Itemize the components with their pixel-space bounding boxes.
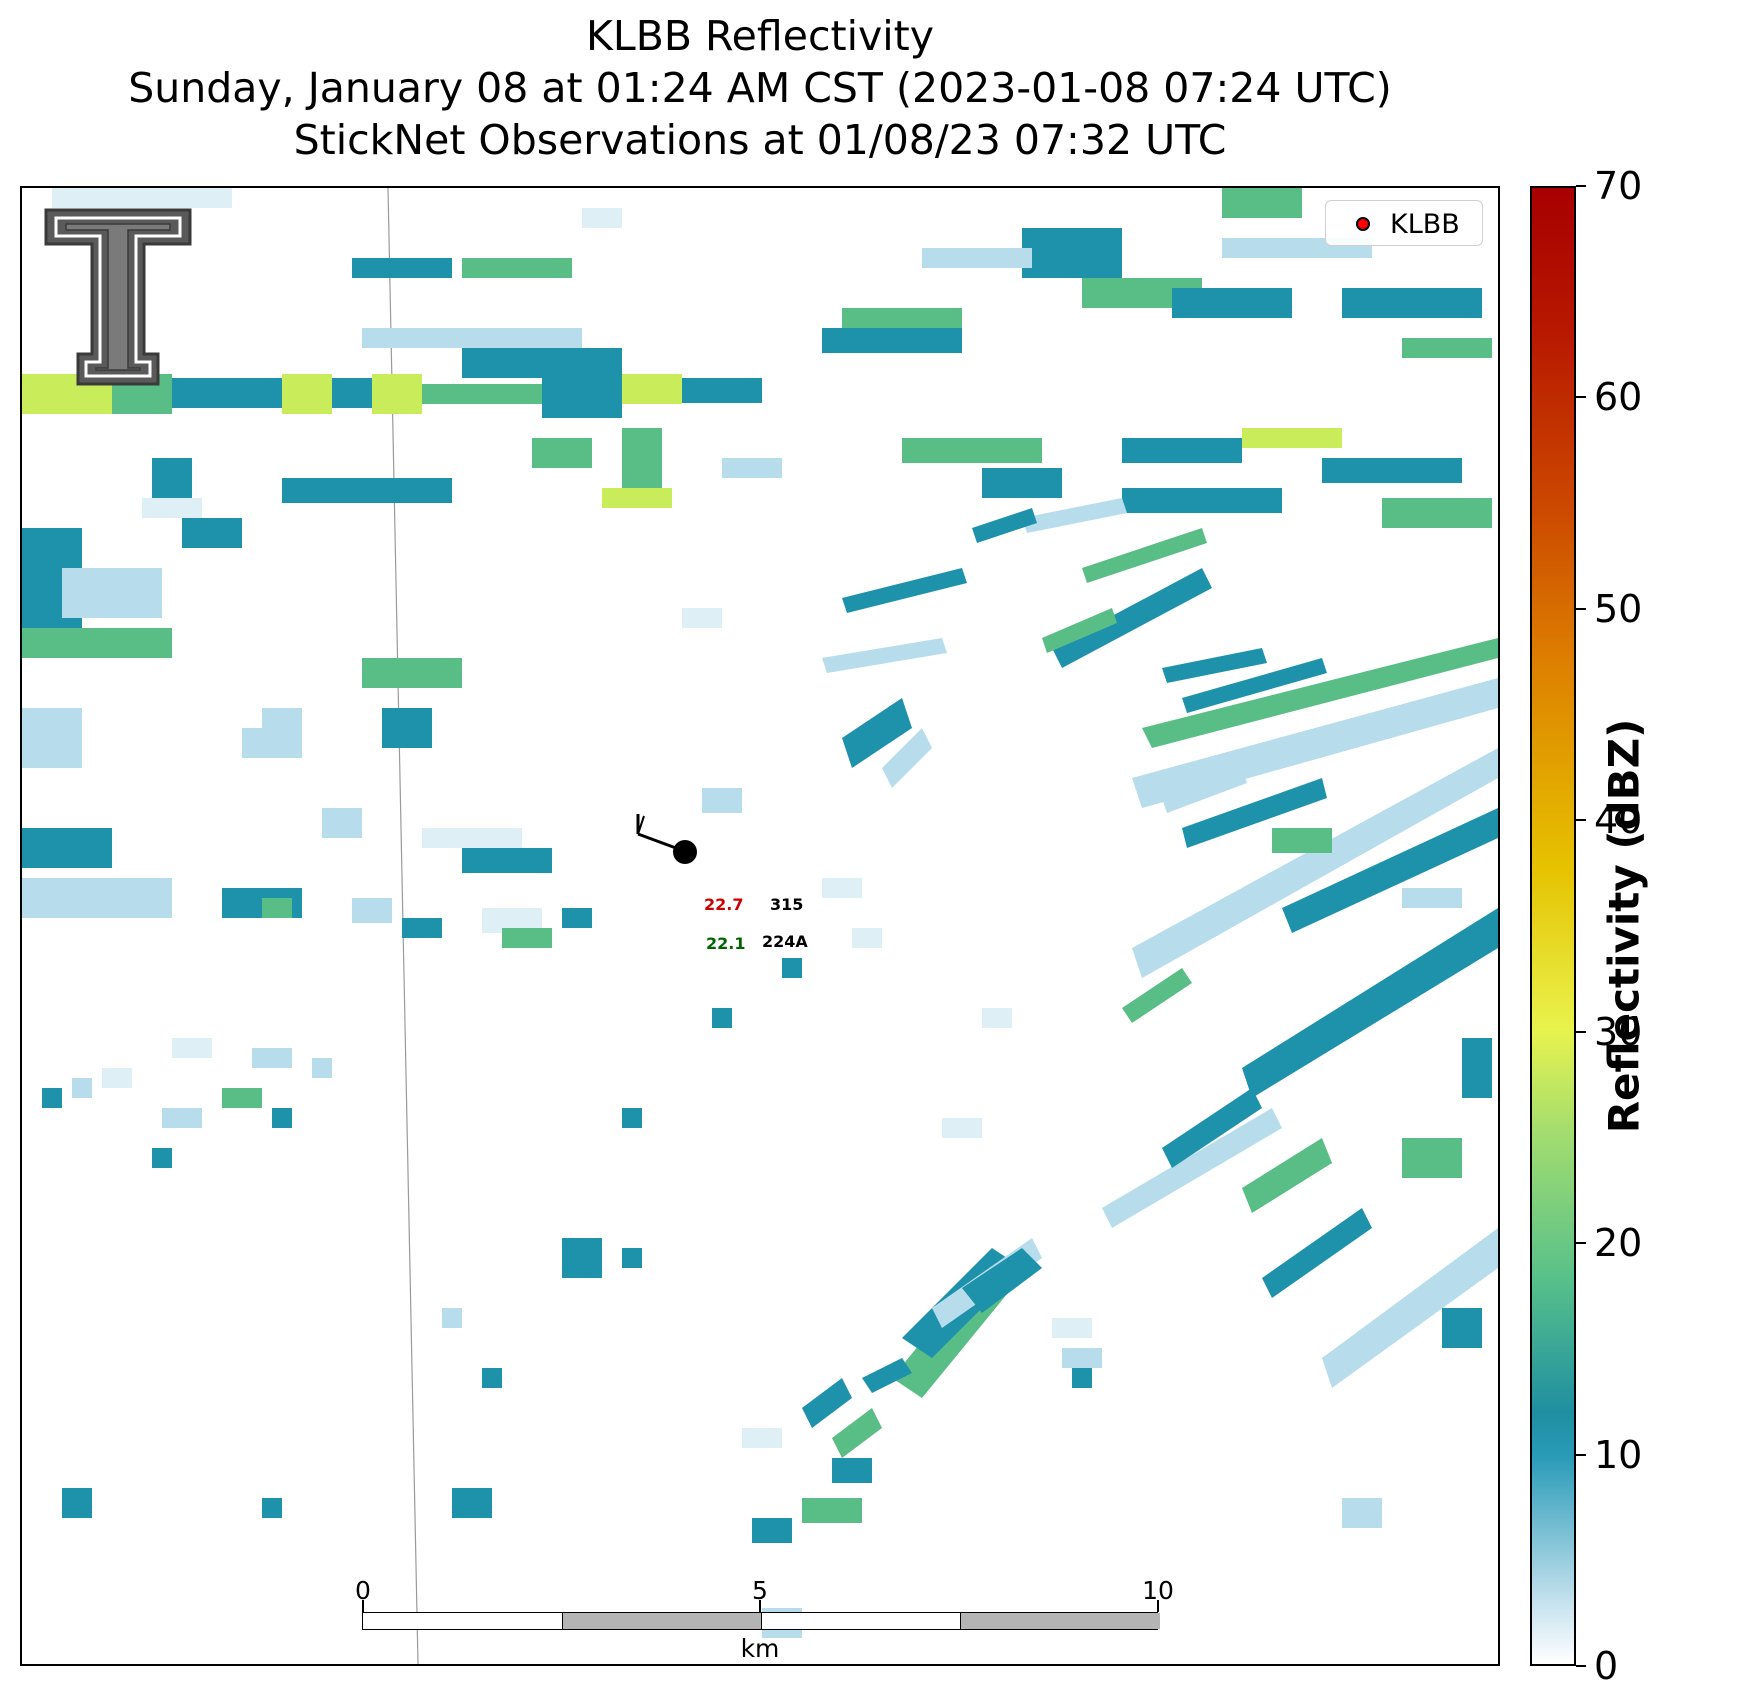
station-marker — [673, 840, 697, 864]
echo-scatter-light — [52, 188, 1092, 1448]
colorbar-tick-label: 70 — [1594, 164, 1643, 208]
texas-tech-logo-icon — [44, 208, 192, 386]
scale-bar — [362, 1612, 1160, 1630]
map-title: KLBB Reflectivity Sunday, January 08 at … — [20, 10, 1500, 166]
echo-cluster-upper — [22, 188, 1492, 918]
sticknet-station[interactable] — [636, 814, 697, 864]
map-legend: KLBB — [1325, 200, 1483, 246]
station-id: 224A — [762, 932, 808, 951]
scale-label-10: 10 — [1142, 1576, 1174, 1605]
colorbar-tick — [1576, 396, 1586, 399]
colorbar-tick — [1576, 607, 1586, 610]
radar-map[interactable] — [20, 186, 1500, 1666]
colorbar-tick — [1576, 1242, 1586, 1245]
colorbar-tick — [1576, 819, 1586, 822]
colorbar-tick-label: 10 — [1594, 1432, 1643, 1477]
scale-label-0: 0 — [355, 1576, 371, 1605]
colorbar-tick — [1576, 1665, 1586, 1667]
reflectivity-field — [22, 188, 1498, 1664]
echo-scatter-mid — [42, 708, 1462, 1638]
wind-barb-flag — [637, 815, 645, 835]
title-line-2: Sunday, January 08 at 01:24 AM CST (2023… — [128, 64, 1392, 112]
colorbar-label: Reflectivity (dBZ) — [1599, 718, 1649, 1134]
scale-unit: km — [740, 1634, 780, 1663]
scale-label-5: 5 — [752, 1576, 768, 1605]
echo-bands-east — [822, 498, 1498, 1388]
scale-tick — [759, 1600, 761, 1612]
echo-line-south — [62, 958, 1492, 1543]
scale-tick — [362, 1600, 364, 1612]
scale-tick — [1157, 1600, 1159, 1612]
colorbar-tick-label: 60 — [1594, 375, 1643, 420]
klbb-marker-icon — [1356, 217, 1370, 231]
title-line-3: StickNet Observations at 01/08/23 07:32 … — [293, 116, 1227, 164]
colorbar-tick — [1576, 1453, 1586, 1456]
legend-label: KLBB — [1390, 209, 1460, 240]
colorbar-tick-label: 30 — [1594, 1009, 1643, 1054]
reflectivity-colorbar — [1530, 186, 1576, 1666]
station-temperature: 22.7 — [704, 895, 744, 914]
colorbar-tick — [1576, 185, 1586, 187]
colorbar-tick — [1576, 1030, 1586, 1033]
colorbar-tick-label: 50 — [1594, 586, 1643, 631]
title-line-1: KLBB Reflectivity — [586, 12, 934, 60]
colorbar-tick-label: 40 — [1594, 798, 1643, 843]
colorbar-tick-label: 0 — [1594, 1644, 1619, 1688]
colorbar-tick-label: 20 — [1594, 1221, 1643, 1266]
station-dewpoint: 22.1 — [706, 934, 746, 953]
station-wind-direction: 315 — [770, 895, 804, 914]
